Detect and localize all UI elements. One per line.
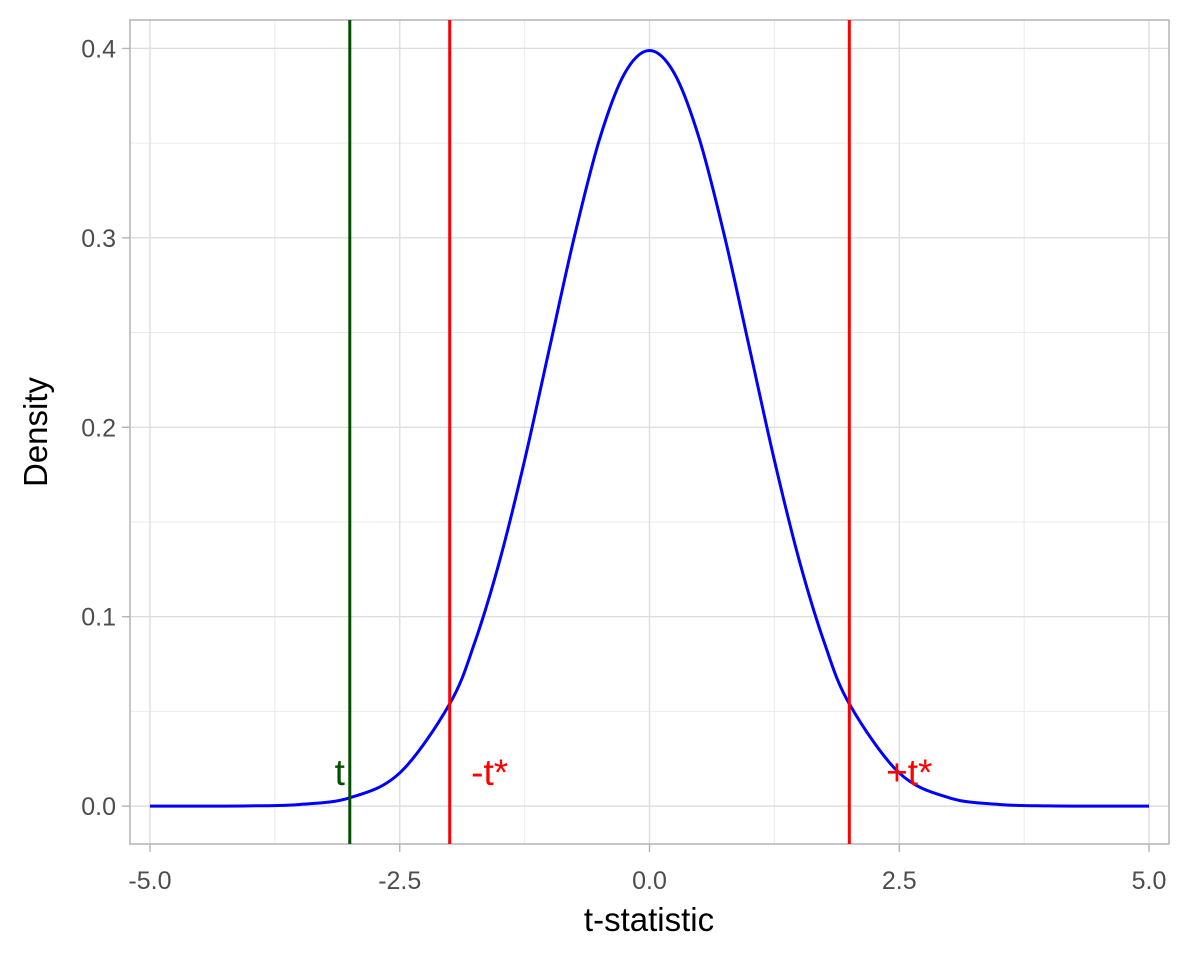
y-tick-label: 0.4 (81, 35, 116, 63)
x-tick-label: -5.0 (128, 867, 171, 895)
y-axis: 0.0 0.1 0.2 0.3 0.4 (81, 35, 130, 821)
annotation-label: +t* (886, 752, 932, 793)
major-gridlines (130, 20, 1169, 844)
x-tick-label: 5.0 (1132, 867, 1167, 895)
y-tick-label: 0.1 (81, 604, 116, 632)
y-tick-label: 0.0 (81, 793, 116, 821)
annotation-label: -t* (471, 752, 508, 793)
density-curve (149, 48, 1150, 808)
y-tick-label: 0.2 (81, 414, 116, 442)
plot-marks: t -t* +t* (149, 20, 1150, 844)
x-tick-label: 2.5 (882, 867, 917, 895)
x-axis-title: t-statistic (584, 901, 714, 938)
y-tick-label: 0.3 (81, 225, 116, 253)
annotation-label: t (335, 752, 346, 793)
x-axis: -5.0 -2.5 0.0 2.5 5.0 (128, 844, 1166, 895)
y-axis-title: Density (17, 376, 54, 487)
x-tick-label: -2.5 (378, 867, 421, 895)
x-tick-label: 0.0 (632, 867, 667, 895)
